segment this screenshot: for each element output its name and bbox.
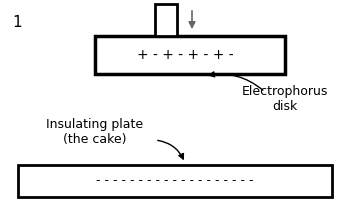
Text: Insulating plate
(the cake): Insulating plate (the cake) xyxy=(47,118,144,146)
Text: 1: 1 xyxy=(12,15,22,30)
Text: Electrophorus
disk: Electrophorus disk xyxy=(242,85,328,113)
Bar xyxy=(155,4,177,36)
Text: + - + - + - + -: + - + - + - + - xyxy=(137,48,233,62)
Bar xyxy=(18,165,332,197)
Text: - - - - - - - - - - - - - - - - - - -: - - - - - - - - - - - - - - - - - - - xyxy=(96,174,254,187)
Bar xyxy=(95,36,285,74)
